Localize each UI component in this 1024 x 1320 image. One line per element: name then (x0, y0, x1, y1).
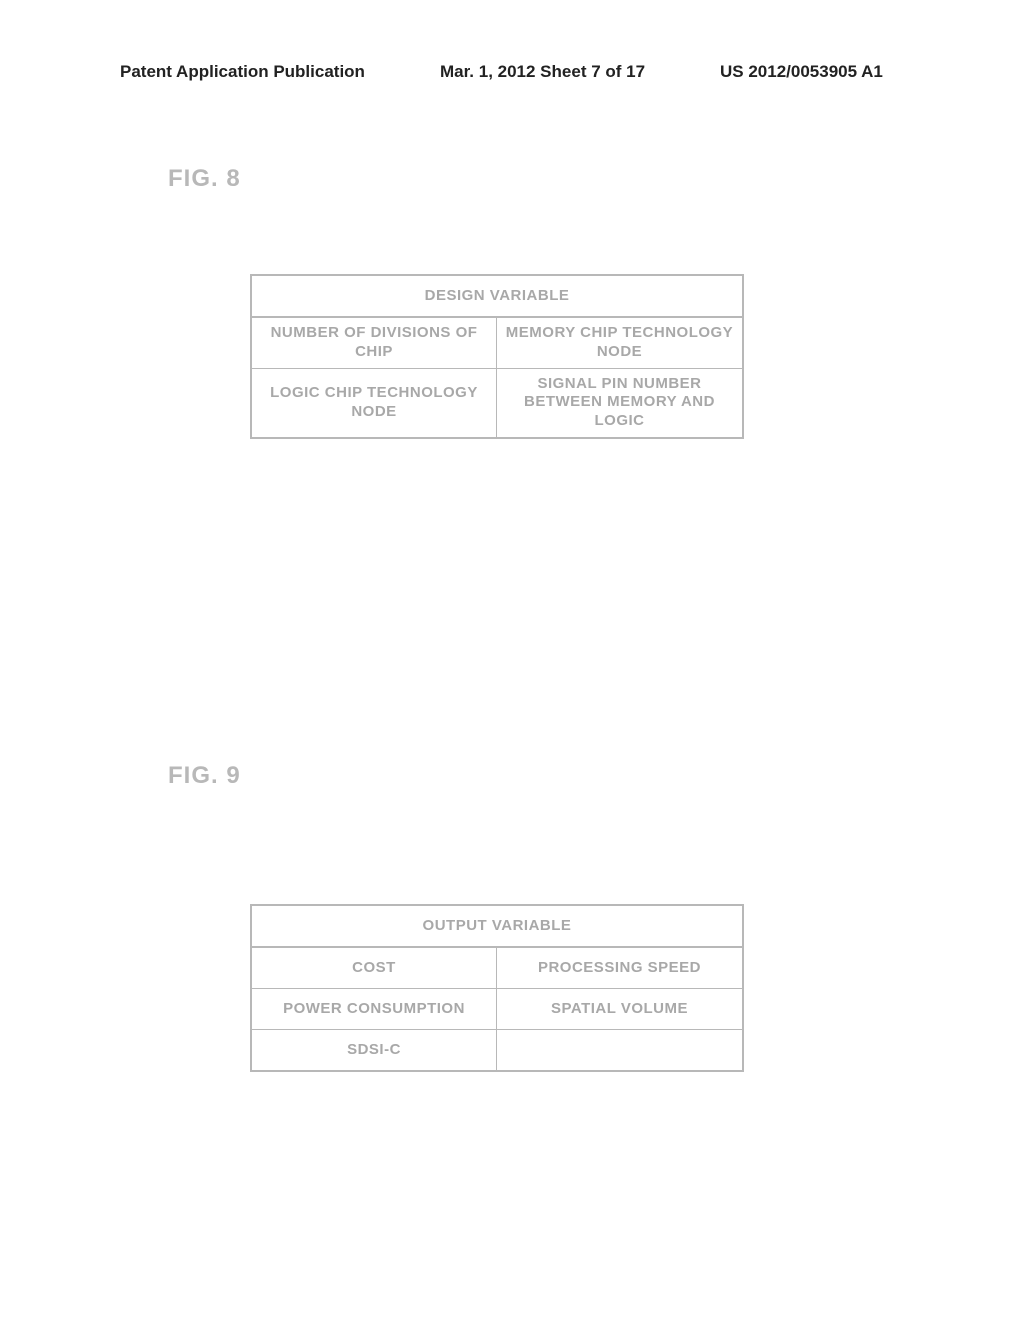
table-header-cell: DESIGN VARIABLE (252, 276, 742, 316)
table-output-variable: OUTPUT VARIABLE COST PROCESSING SPEED PO… (250, 904, 744, 1072)
table-row: OUTPUT VARIABLE (252, 906, 742, 948)
fig8-label: FIG. 8 (168, 165, 241, 193)
table-cell: LOGIC CHIP TECHNOLOGY NODE (252, 369, 497, 437)
table-cell: NUMBER OF DIVISIONS OF CHIP (252, 318, 497, 368)
table-cell: COST (252, 948, 497, 988)
header-mid: Mar. 1, 2012 Sheet 7 of 17 (440, 62, 645, 82)
table-header-cell: OUTPUT VARIABLE (252, 906, 742, 946)
table-row: POWER CONSUMPTION SPATIAL VOLUME (252, 989, 742, 1030)
table-cell: POWER CONSUMPTION (252, 989, 497, 1029)
table-cell: PROCESSING SPEED (497, 948, 742, 988)
table-cell: MEMORY CHIP TECHNOLOGY NODE (497, 318, 742, 368)
table-design-variable: DESIGN VARIABLE NUMBER OF DIVISIONS OF C… (250, 274, 744, 439)
table-row: COST PROCESSING SPEED (252, 948, 742, 989)
table-cell: SDSI-C (252, 1030, 497, 1070)
table-cell: SPATIAL VOLUME (497, 989, 742, 1029)
header-right: US 2012/0053905 A1 (720, 62, 883, 82)
table-cell: SIGNAL PIN NUMBER BETWEEN MEMORY AND LOG… (497, 369, 742, 437)
table-cell (497, 1030, 742, 1070)
header-left: Patent Application Publication (120, 62, 365, 82)
table-row: DESIGN VARIABLE (252, 276, 742, 318)
table-row: LOGIC CHIP TECHNOLOGY NODE SIGNAL PIN NU… (252, 369, 742, 437)
table-row: SDSI-C (252, 1030, 742, 1070)
table-row: NUMBER OF DIVISIONS OF CHIP MEMORY CHIP … (252, 318, 742, 369)
fig9-label: FIG. 9 (168, 762, 241, 790)
